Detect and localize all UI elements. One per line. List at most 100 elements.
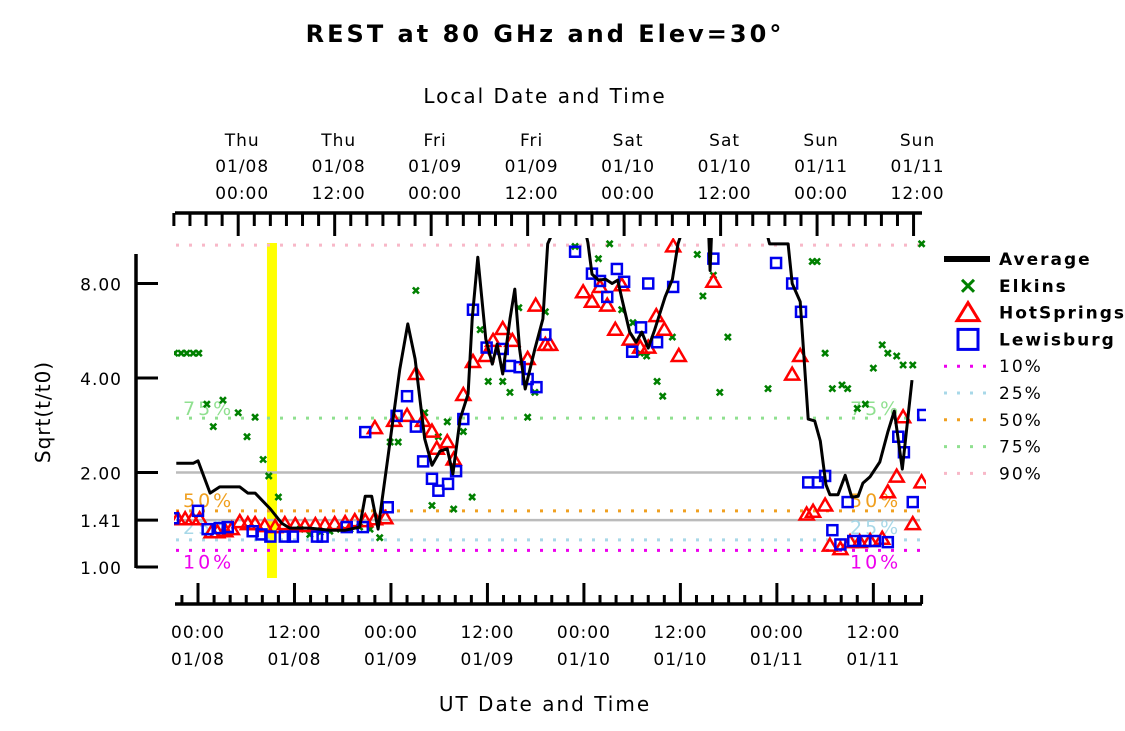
- elkins-point: [658, 392, 667, 401]
- elkins-point: [813, 257, 821, 266]
- top-tick-time: 00:00: [215, 184, 269, 204]
- elkins-point: [878, 340, 887, 349]
- elkins-point: [764, 384, 772, 393]
- top-tick-time: 00:00: [794, 184, 848, 204]
- elkins-point: [182, 349, 191, 358]
- hotsprings-point: [376, 508, 395, 525]
- y-tick-label: 1.41: [80, 512, 122, 532]
- lewisburg-point: [847, 534, 860, 548]
- elkins-point: [476, 325, 485, 334]
- legend-x-icon: [960, 278, 976, 293]
- y-tick-label: 1.00: [80, 559, 122, 579]
- top-tick-day: Sat: [709, 131, 740, 151]
- lewisburg-point: [593, 274, 607, 288]
- bottom-tick-time: 12:00: [846, 623, 900, 643]
- legend-label: HotSprings: [999, 304, 1125, 324]
- lewisburg-point: [400, 389, 414, 403]
- percentile-label-right: 10%: [850, 551, 901, 573]
- chart-title: REST at 80 GHz and Elev=30°: [306, 20, 785, 48]
- hotsprings-point: [655, 320, 674, 336]
- top-tick-date: 01/10: [698, 157, 752, 177]
- legend-label: Lewisburg: [999, 330, 1116, 350]
- lewisburg-point: [264, 530, 277, 543]
- y-axis-title: Sqrt(t/t0): [31, 361, 55, 463]
- elkins-point: [853, 404, 862, 413]
- lewisburg-point: [432, 484, 445, 497]
- hotsprings-point: [540, 335, 560, 352]
- lewisburg-point: [358, 425, 372, 439]
- top-tick-time: 12:00: [505, 184, 559, 204]
- legend-label: 10%: [999, 357, 1043, 377]
- hotsprings-point: [815, 496, 835, 512]
- hotsprings-point: [878, 482, 898, 499]
- top-tick-date: 01/09: [408, 157, 462, 177]
- lewisburg-point: [868, 534, 882, 548]
- elkins-point: [251, 413, 260, 422]
- elkins-point: [892, 352, 901, 360]
- elkins-point: [723, 333, 732, 342]
- hotsprings-point: [286, 515, 305, 532]
- percentile-label-right: 50%: [850, 490, 901, 512]
- lewisburg-point: [191, 504, 205, 518]
- bottom-tick-date: 01/09: [460, 650, 514, 670]
- y-tick-label: 8.00: [80, 276, 122, 296]
- hotsprings-point: [503, 331, 522, 348]
- bottom-tick-time: 00:00: [750, 623, 804, 643]
- lewisburg-point: [416, 455, 430, 468]
- legend-square-icon: [956, 327, 980, 351]
- elkins-point: [234, 408, 243, 417]
- bottom-tick-date: 01/10: [557, 650, 611, 670]
- bottom-tick-time: 00:00: [364, 623, 418, 643]
- legend: Average Elkins HotSprings Lewisburg 10% 25% 50…: [944, 250, 1125, 484]
- lewisburg-point: [278, 530, 292, 543]
- hotsprings-point: [483, 331, 503, 348]
- elkins-point: [523, 413, 532, 422]
- elkins-point: [693, 250, 702, 259]
- lewisburg-point: [769, 256, 783, 270]
- legend-item-10pct: 10%: [944, 357, 1043, 377]
- legend-item-25pct: 25%: [944, 384, 1041, 404]
- elkins-point: [394, 438, 403, 446]
- hotsprings-point: [526, 296, 545, 312]
- elkins-point: [828, 384, 837, 393]
- legend-item-75pct: 75%: [944, 438, 1043, 458]
- hotsprings-point: [582, 292, 602, 308]
- top-tick-time: 00:00: [408, 184, 462, 204]
- legend-label: Average: [999, 250, 1092, 270]
- lewisburg-point: [390, 409, 403, 423]
- elkins-point: [821, 349, 830, 358]
- hotsprings-point: [406, 364, 426, 381]
- lewisburg-point: [213, 521, 226, 535]
- bottom-tick-time: 12:00: [267, 623, 321, 643]
- hotsprings-point: [887, 467, 906, 483]
- lewisburg-point: [201, 522, 214, 536]
- legend-line-swatch: [944, 256, 990, 262]
- lewisburg-point: [916, 408, 926, 422]
- hotsprings-point: [903, 514, 922, 531]
- bottom-tick-date: 01/10: [653, 650, 707, 670]
- top-tick-day: Thu: [320, 131, 356, 151]
- hotsprings-point: [422, 422, 442, 438]
- top-tick-time: 00:00: [601, 184, 655, 204]
- elkins-point: [449, 505, 458, 513]
- bottom-tick-date: 01/11: [750, 650, 804, 670]
- top-tick-date: 01/11: [891, 157, 945, 177]
- elkins-point: [698, 292, 707, 300]
- bottom-tick-time: 12:00: [653, 623, 707, 643]
- hotsprings-point: [245, 514, 265, 531]
- legend-label: 75%: [999, 438, 1043, 458]
- series-elkins: [174, 239, 926, 542]
- elkins-point: [264, 472, 273, 480]
- top-tick-date: 01/11: [794, 157, 848, 177]
- lewisburg-point: [316, 530, 329, 543]
- legend-label: Elkins: [999, 277, 1068, 297]
- elkins-point: [838, 381, 846, 389]
- elkins-point: [605, 239, 614, 248]
- hotsprings-point: [230, 512, 249, 529]
- lewisburg-point: [881, 535, 895, 549]
- elkins-point: [202, 400, 211, 409]
- bottom-tick-time: 00:00: [171, 623, 225, 643]
- lewisburg-point: [610, 262, 624, 276]
- hotsprings-point: [598, 296, 617, 312]
- lewisburg-point: [625, 345, 639, 358]
